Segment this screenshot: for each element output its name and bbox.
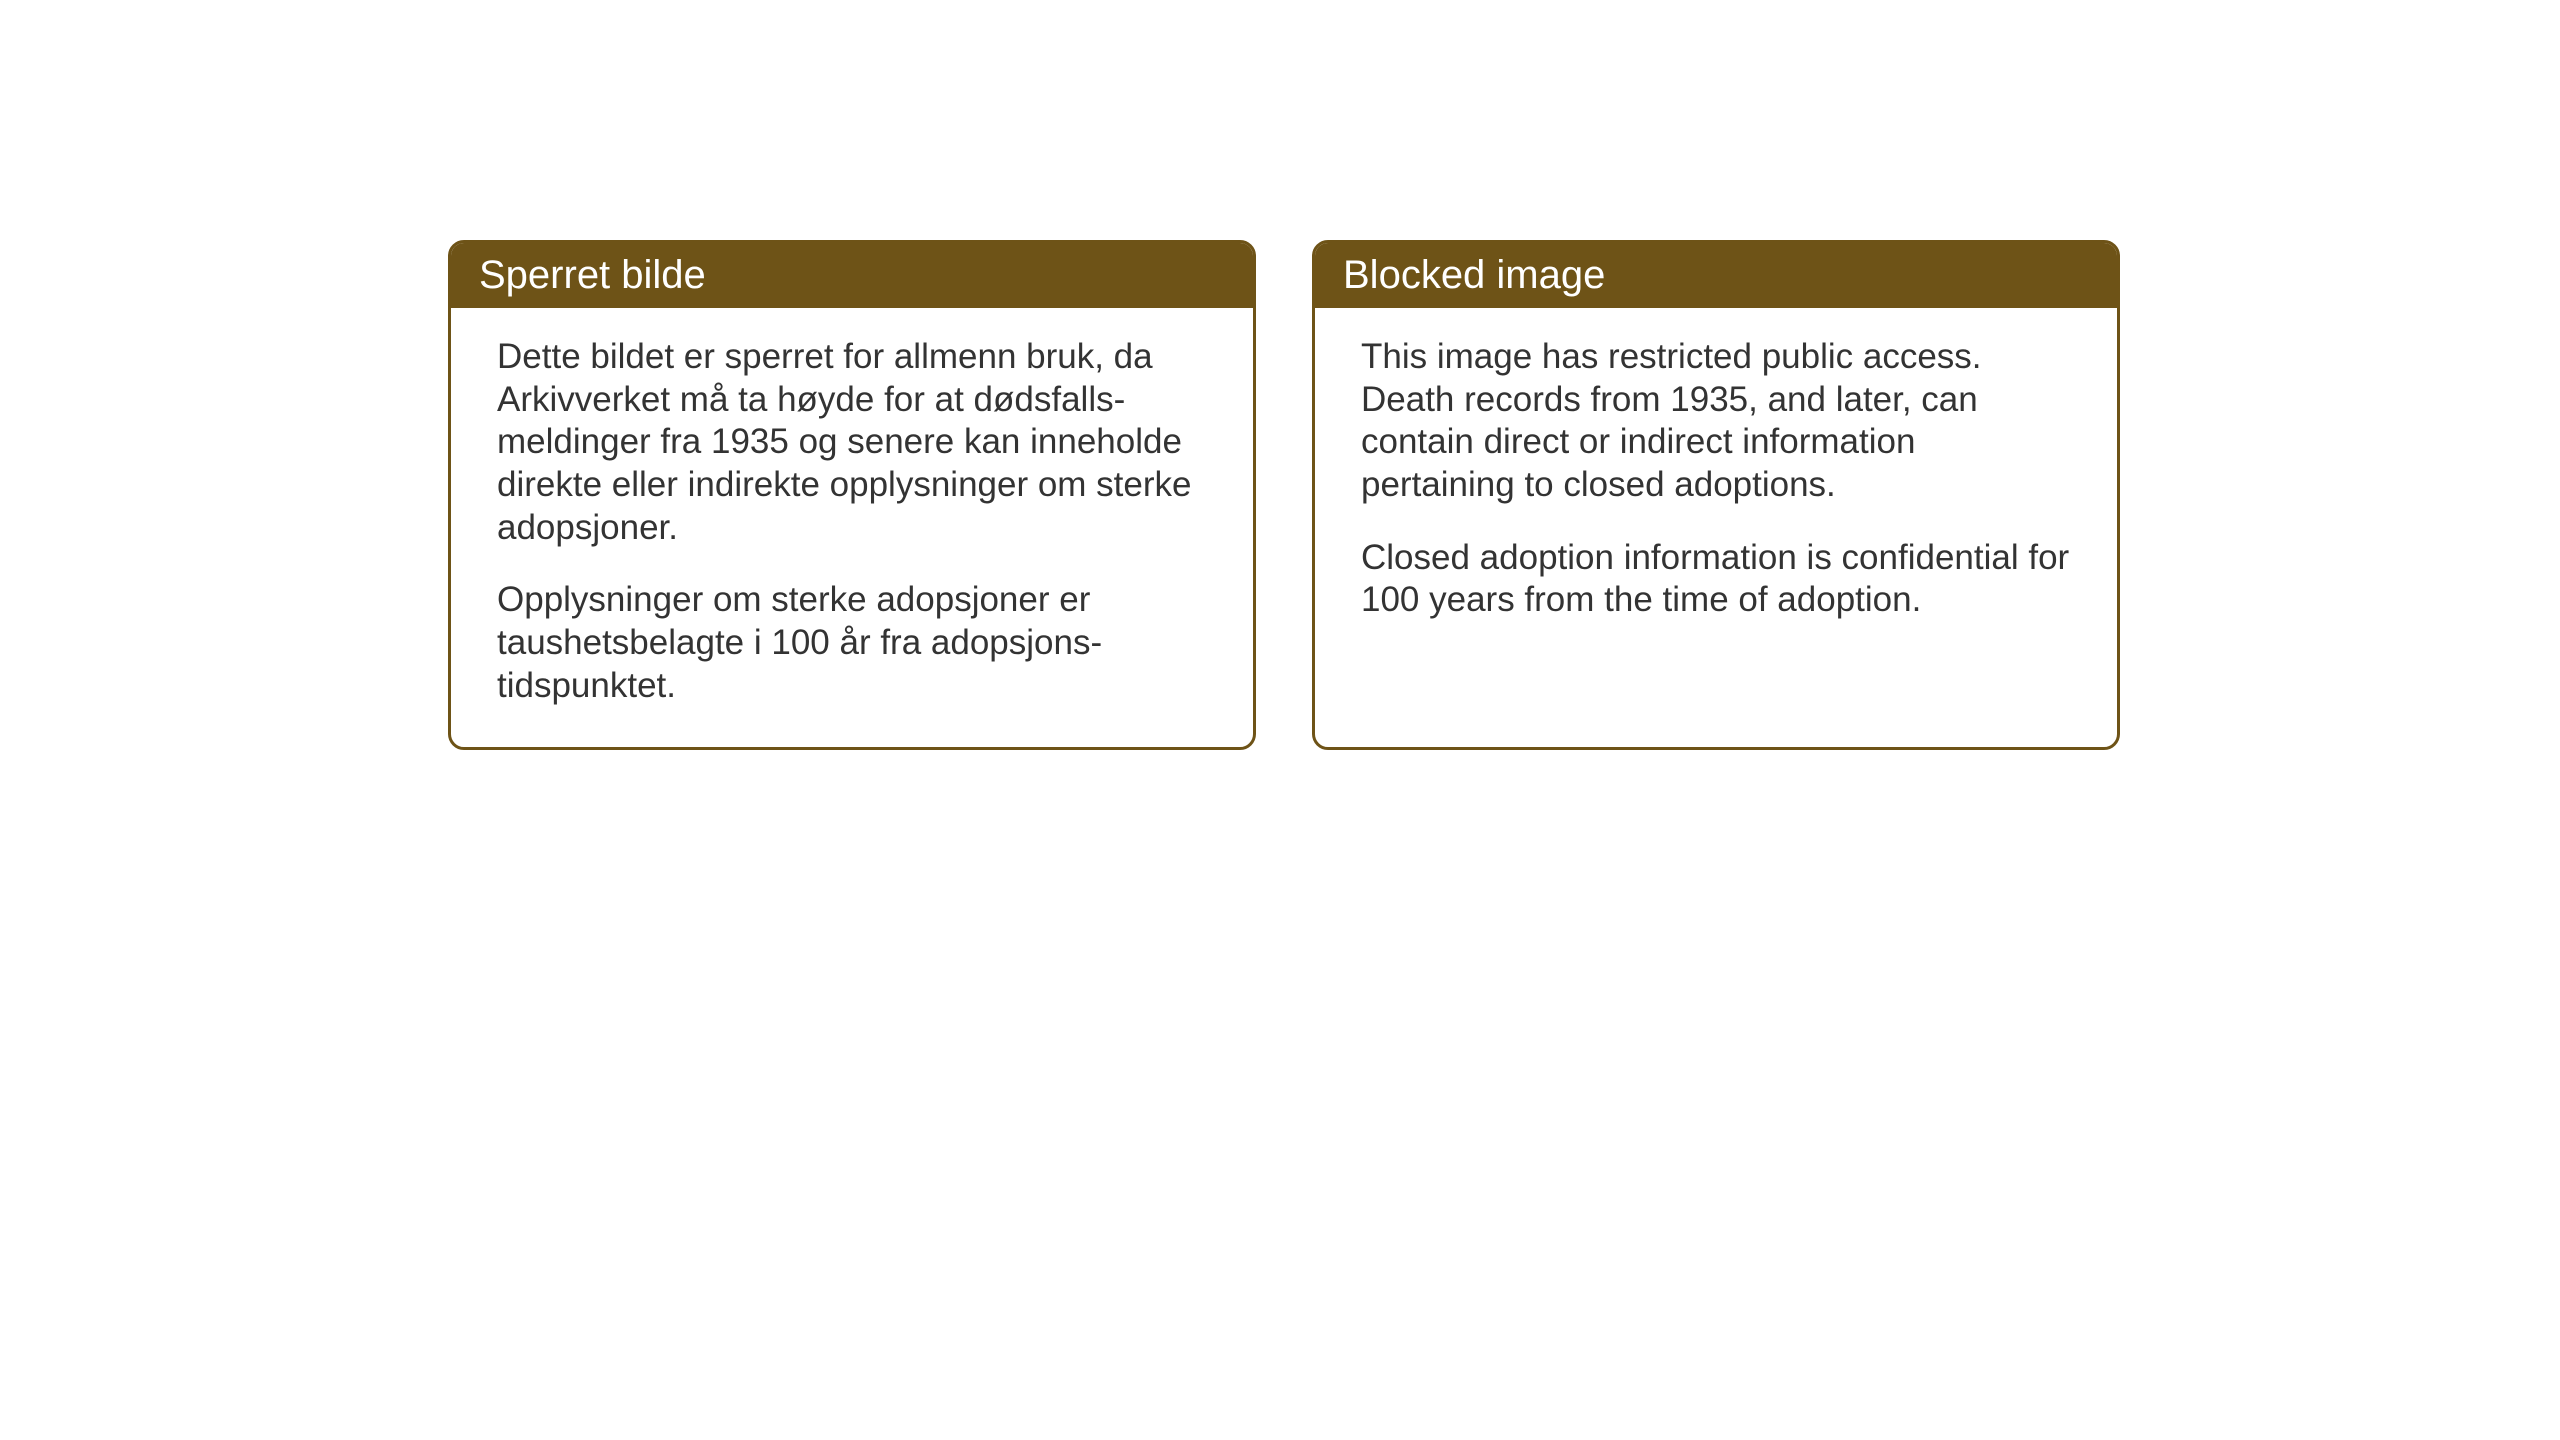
card-norwegian: Sperret bilde Dette bildet er sperret fo… [448,240,1256,750]
card-english-header: Blocked image [1315,243,2117,308]
cards-container: Sperret bilde Dette bildet er sperret fo… [448,240,2120,750]
card-english-title: Blocked image [1343,253,1605,297]
card-norwegian-paragraph-2: Opplysninger om sterke adopsjoner er tau… [497,579,1207,707]
card-english-paragraph-1: This image has restricted public access.… [1361,336,2071,507]
card-english: Blocked image This image has restricted … [1312,240,2120,750]
card-norwegian-body: Dette bildet er sperret for allmenn bruk… [451,308,1253,744]
card-english-body: This image has restricted public access.… [1315,308,2117,658]
card-norwegian-title: Sperret bilde [479,253,706,297]
card-english-paragraph-2: Closed adoption information is confident… [1361,537,2071,622]
card-norwegian-paragraph-1: Dette bildet er sperret for allmenn bruk… [497,336,1207,549]
card-norwegian-header: Sperret bilde [451,243,1253,308]
